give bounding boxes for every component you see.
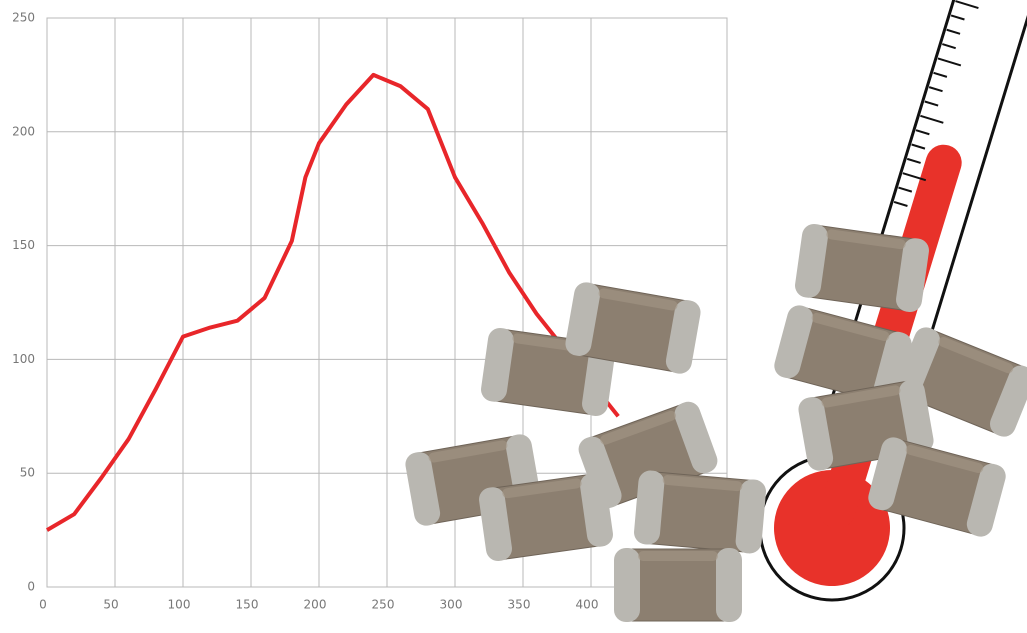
capacitor-shine: [662, 475, 743, 492]
capacitor-end: [582, 342, 615, 416]
x-tick-label: 150: [236, 598, 259, 612]
capacitor-end: [405, 452, 441, 526]
capacitor-shine: [502, 478, 582, 499]
x-tick-label: 400: [576, 598, 599, 612]
illustration: [405, 0, 1027, 622]
capacitor-shine: [600, 410, 676, 445]
capacitor-shine: [428, 440, 508, 463]
capacitor-shine: [598, 288, 678, 311]
x-tick-label: 300: [440, 598, 463, 612]
capacitor-end: [735, 479, 766, 554]
capacitor-end: [614, 548, 640, 622]
y-tick-label: 0: [27, 580, 35, 594]
capacitor-shine: [821, 385, 901, 408]
capacitor-shine: [638, 551, 718, 561]
line-series: [45, 72, 620, 532]
plot-area: 0 50 100 150 200 250 0 50 100 150 200 250 300 350 400: [12, 11, 728, 612]
capacitor-shine: [938, 337, 1014, 374]
capacitor-end: [896, 238, 929, 312]
capacitor-end: [868, 437, 908, 511]
capacitor-shine: [905, 444, 984, 474]
x-tick-label: 100: [168, 598, 191, 612]
capacitor-end: [795, 224, 828, 298]
capacitor-end: [966, 463, 1006, 537]
x-tick-label: 50: [103, 598, 118, 612]
x-tick-label: 250: [372, 598, 395, 612]
capacitor: [795, 224, 929, 312]
capacitor-end: [898, 379, 934, 453]
capacitor-end: [774, 305, 814, 379]
capacitor-end: [479, 487, 512, 561]
x-tick-label: 0: [39, 598, 47, 612]
capacitor-end: [989, 365, 1027, 437]
x-tick-label: 350: [508, 598, 531, 612]
y-tick-label: 200: [12, 124, 35, 138]
capacitor-end: [665, 300, 701, 374]
y-tick-label: 150: [12, 238, 35, 252]
capacitor-end: [798, 397, 834, 471]
capacitor: [634, 470, 766, 554]
thermometer-scale: [893, 0, 979, 207]
capacitor-end: [674, 401, 718, 474]
plot-frame: [46, 17, 728, 588]
capacitor-shine: [826, 229, 906, 250]
y-tick-label: 250: [12, 11, 35, 25]
capacitor: [479, 473, 613, 561]
capacitor-end: [565, 282, 601, 356]
capacitor-end: [481, 328, 514, 402]
capacitor-end: [634, 470, 665, 545]
x-tick-label: 200: [304, 598, 327, 612]
capacitor: [614, 548, 742, 622]
y-tick-label: 50: [20, 466, 35, 480]
capacitor-shine: [811, 312, 890, 342]
y-tick-label: 100: [12, 352, 35, 366]
capacitor-end: [578, 436, 622, 509]
capacitor: [868, 437, 1006, 537]
capacitor-end: [716, 548, 742, 622]
capacitor: [565, 282, 701, 374]
